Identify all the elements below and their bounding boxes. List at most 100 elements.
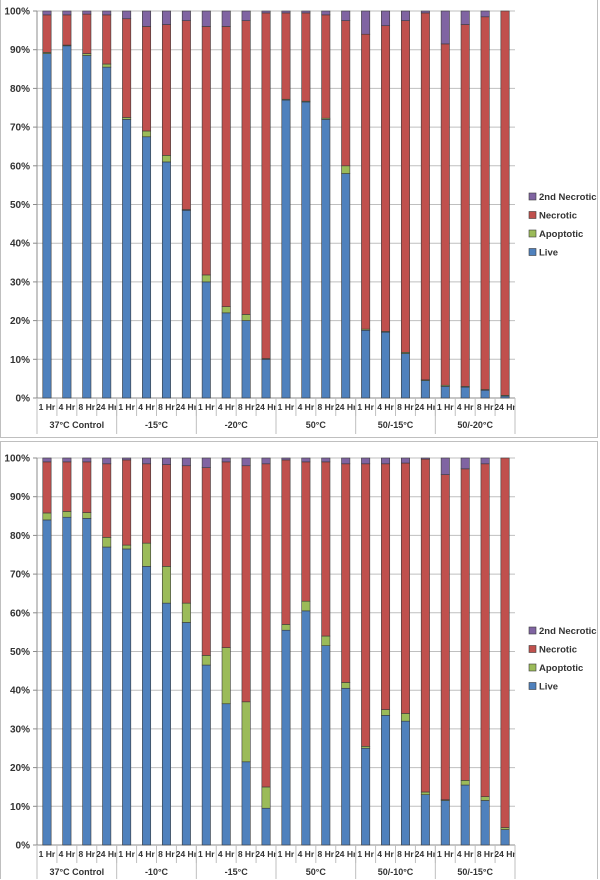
bar-segment-apoptotic <box>381 709 391 716</box>
x-group-label: 50/-15°C <box>457 867 493 877</box>
bar-segment-necrotic <box>301 461 311 602</box>
bar-segment-apoptotic <box>261 786 271 809</box>
bar-segment-necrotic <box>341 20 351 167</box>
x-category-label: 1 Hr <box>198 402 215 412</box>
bar-segment-2nd-necrotic <box>321 10 331 16</box>
bar-segment-live <box>161 161 171 399</box>
bar-segment-2nd-necrotic <box>480 10 490 18</box>
y-tick-label: 80% <box>10 84 30 95</box>
bar-segment-2nd-necrotic <box>381 10 391 27</box>
x-group-label: 50/-20°C <box>457 420 493 430</box>
x-category-label: 24 Hr <box>335 402 357 412</box>
x-group-label: 50°C <box>306 420 327 430</box>
x-category-label: 24 Hr <box>96 849 118 859</box>
bar-segment-live <box>381 715 391 846</box>
bar-segment-live <box>261 807 271 846</box>
legend-label: 2nd Necrotic <box>539 626 597 637</box>
bar-segment-apoptotic <box>400 713 410 722</box>
x-category-label: 24 Hr <box>415 849 437 859</box>
x-category-label: 24 Hr <box>255 402 277 412</box>
bar-segment-necrotic <box>301 12 311 102</box>
legend-label: Live <box>539 682 558 693</box>
bar-segment-apoptotic <box>142 542 152 567</box>
bar-segment-2nd-necrotic <box>261 10 271 14</box>
x-category-label: 4 Hr <box>218 849 235 859</box>
bar-segment-necrotic <box>361 33 371 330</box>
x-category-label: 4 Hr <box>59 402 76 412</box>
bar-segment-necrotic <box>102 463 112 538</box>
bar-segment-necrotic <box>460 24 470 387</box>
bar-segment-necrotic <box>201 467 211 656</box>
bar-segment-necrotic <box>440 474 450 801</box>
y-tick-label: 80% <box>10 531 30 542</box>
bar-segment-live <box>281 99 291 399</box>
bar-segment-2nd-necrotic <box>400 457 410 464</box>
x-category-label: 24 Hr <box>415 402 437 412</box>
bar-segment-2nd-necrotic <box>82 457 92 463</box>
x-category-label: 8 Hr <box>318 849 335 859</box>
bar-segment-2nd-necrotic <box>201 457 211 468</box>
bar-segment-necrotic <box>62 14 72 46</box>
bar-segment-2nd-necrotic <box>281 457 291 461</box>
bar-segment-2nd-necrotic <box>480 457 490 465</box>
bar-segment-necrotic <box>500 10 510 396</box>
bar-segment-apoptotic <box>42 512 52 521</box>
bar-segment-live <box>321 119 331 399</box>
x-group-label: -20°C <box>225 420 249 430</box>
legend-label: 2nd Necrotic <box>539 192 597 203</box>
bar-segment-live <box>181 622 191 846</box>
x-category-label: 8 Hr <box>397 849 414 859</box>
x-category-label: 8 Hr <box>79 402 96 412</box>
x-group-label: 50°C <box>306 867 327 877</box>
x-category-label: 24 Hr <box>494 849 516 859</box>
y-tick-label: 0% <box>16 394 31 405</box>
bar-segment-necrotic <box>440 43 450 386</box>
bar-segment-2nd-necrotic <box>181 10 191 21</box>
bar-segment-apoptotic <box>460 780 470 786</box>
bar-segment-2nd-necrotic <box>102 10 112 16</box>
bar-segment-2nd-necrotic <box>122 457 132 461</box>
bar-segment-live <box>62 45 72 399</box>
y-tick-label: 50% <box>10 200 30 211</box>
y-tick-label: 20% <box>10 763 30 774</box>
bar-segment-necrotic <box>42 461 52 514</box>
bar-segment-live <box>381 331 391 399</box>
y-tick-label: 50% <box>10 647 30 658</box>
x-category-label: 1 Hr <box>357 402 374 412</box>
x-category-label: 8 Hr <box>318 402 335 412</box>
bar-segment-apoptotic <box>241 314 251 321</box>
x-category-label: 24 Hr <box>335 849 357 859</box>
bar-segment-necrotic <box>161 464 171 567</box>
legend-swatch-necrotic <box>528 211 537 219</box>
x-group-label: 37°C Control <box>50 867 105 877</box>
bar-segment-live <box>460 386 470 399</box>
bar-segment-apoptotic <box>122 544 132 550</box>
bar-segment-live <box>181 210 191 399</box>
legend-swatch-live <box>528 248 537 256</box>
bar-segment-apoptotic <box>221 306 231 314</box>
legend-swatch-necrotic <box>528 645 537 653</box>
bar-segment-2nd-necrotic <box>201 10 211 27</box>
legend-swatch-apoptotic <box>528 229 537 238</box>
bar-segment-live <box>341 687 351 846</box>
bar-segment-necrotic <box>221 461 231 648</box>
bar-segment-apoptotic <box>420 791 430 795</box>
bar-segment-live <box>241 320 251 399</box>
y-tick-label: 90% <box>10 492 30 503</box>
y-tick-label: 0% <box>16 841 31 852</box>
bar-segment-necrotic <box>181 20 191 210</box>
x-category-label: 8 Hr <box>477 402 494 412</box>
legend-swatch-2nd-necrotic <box>528 626 537 635</box>
bar-segment-necrotic <box>241 20 251 315</box>
y-tick-label: 20% <box>10 316 30 327</box>
x-category-label: 1 Hr <box>118 849 135 859</box>
bar-segment-necrotic <box>161 24 171 156</box>
bar-segment-necrotic <box>82 13 92 54</box>
bar-segment-apoptotic <box>142 130 152 138</box>
bar-segment-2nd-necrotic <box>142 10 152 27</box>
bar-segment-apoptotic <box>161 155 171 163</box>
bar-segment-necrotic <box>361 463 371 747</box>
bar-segment-necrotic <box>42 14 52 53</box>
bar-segment-apoptotic <box>181 602 191 623</box>
bar-segment-necrotic <box>321 461 331 637</box>
